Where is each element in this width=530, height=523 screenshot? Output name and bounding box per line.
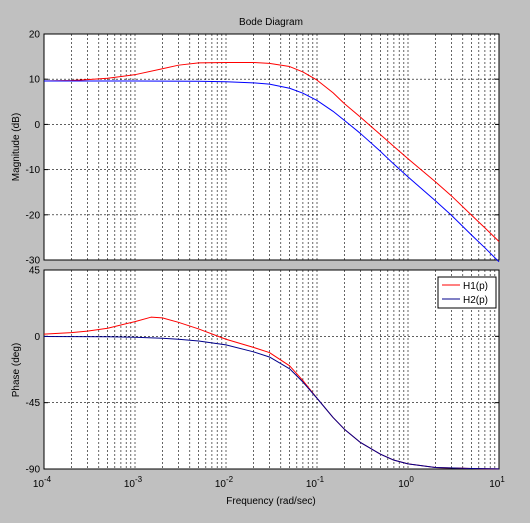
phase-grid — [44, 269, 499, 470]
magnitude-series-h1-line — [43, 61, 500, 242]
magnitude-ytick-label: 10 — [29, 75, 41, 86]
phase-xtick-label: 10-4 — [33, 475, 52, 490]
phase-x-ticks: 10-4 10-3 10-2 10-1 100 101 — [33, 475, 505, 490]
legend-label-h2: H2(p) — [463, 295, 488, 306]
phase-axes: 45 0 -45 -90 10-4 10-3 10-2 10-1 100 101 Phase (… — [11, 266, 505, 508]
magnitude-ytick-label: 20 — [29, 30, 41, 41]
magnitude-series-h2-line — [44, 80, 500, 263]
phase-ytick-label: -90 — [26, 465, 41, 476]
magnitude-ylabel: Magnitude (dB) — [11, 113, 22, 181]
legend-label-h1: H1(p) — [463, 281, 488, 292]
magnitude-plot-area — [43, 33, 500, 261]
phase-xtick-label: 10-2 — [215, 475, 234, 490]
legend: H1(p) H2(p) — [437, 276, 497, 309]
phase-xtick-label: 10-1 — [306, 475, 325, 490]
phase-xlabel: Frequency (rad/sec) — [226, 496, 315, 507]
phase-y-ticks: 45 0 -45 -90 — [26, 266, 41, 476]
phase-plot-area — [43, 269, 500, 470]
phase-ylabel: Phase (deg) — [11, 343, 22, 397]
magnitude-ytick-label: -20 — [26, 210, 41, 221]
magnitude-ytick-label: -30 — [26, 256, 41, 267]
magnitude-y-ticks: 20 10 0 -10 -20 -30 — [26, 30, 41, 267]
legend-box — [437, 276, 497, 309]
phase-xtick-label: 100 — [398, 475, 414, 490]
chart-title: Bode Diagram — [239, 17, 303, 28]
magnitude-grid — [44, 33, 499, 261]
phase-ytick-label: 0 — [34, 332, 40, 343]
magnitude-ytick-label: 0 — [34, 120, 40, 131]
phase-series-h2-line — [43, 335, 500, 470]
phase-ytick-label: -45 — [26, 398, 41, 409]
phase-xtick-label: 10-3 — [124, 475, 143, 490]
phase-ytick-label: 45 — [29, 266, 41, 277]
phase-xtick-label: 101 — [489, 475, 505, 490]
magnitude-series — [43, 61, 500, 263]
magnitude-ytick-label: -10 — [26, 165, 41, 176]
magnitude-axes: 20 10 0 -10 -20 -30 Magnitude (dB) — [11, 30, 500, 267]
phase-series — [43, 316, 500, 470]
